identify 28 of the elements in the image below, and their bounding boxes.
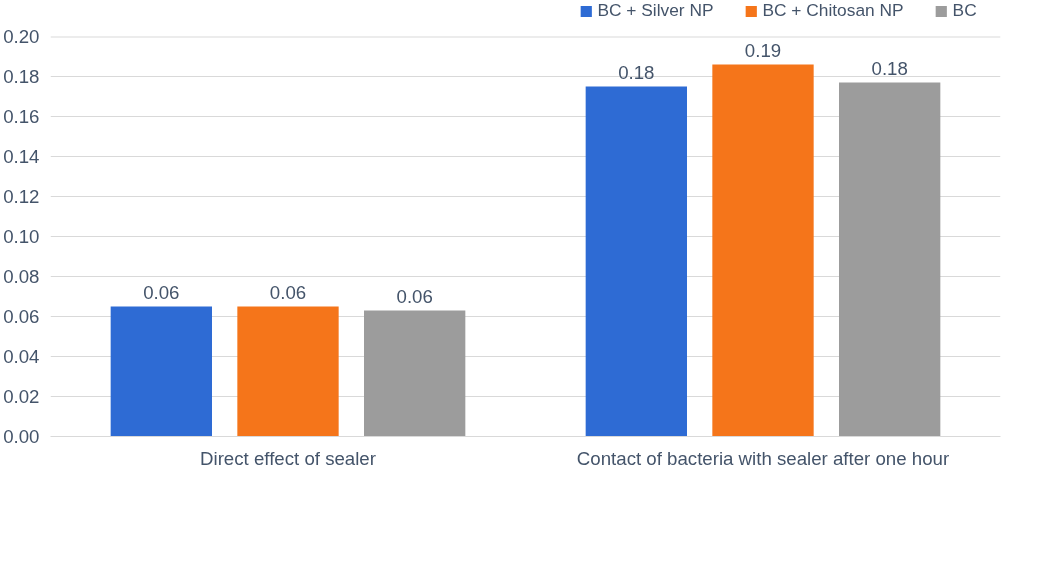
bar (585, 86, 687, 437)
x-tick-label: Direct effect of sealer (200, 447, 376, 469)
x-tick-label: Contact of bacteria with sealer after one hour (576, 447, 950, 469)
bar (839, 82, 941, 437)
data-label: 0.06 (143, 281, 180, 303)
data-label: 0.06 (396, 285, 433, 307)
text: 0.06 (3, 306, 40, 327)
bar (364, 310, 466, 437)
data-label: 0.18 (871, 57, 908, 79)
legend-label: BC + Chitosan NP (762, 0, 904, 21)
legend-label: BC + Silver NP (597, 0, 714, 21)
text: 0.14 (3, 146, 40, 167)
data-label: 0.18 (618, 61, 655, 83)
data-label: 0.06 (269, 281, 307, 303)
bar (712, 64, 814, 437)
text: 0.08 (3, 266, 40, 287)
text: 0.10 (3, 226, 40, 247)
bar (237, 306, 339, 437)
text: 0.16 (3, 106, 40, 127)
text: 0.18 (3, 66, 40, 87)
legend-label: BC (952, 0, 977, 21)
text: 0.04 (3, 346, 40, 367)
text: 0.20 (3, 26, 40, 47)
text: 0.00 (3, 426, 40, 447)
bar (110, 306, 212, 437)
text: 0.12 (3, 186, 40, 207)
data-label: 0.19 (744, 39, 782, 61)
text: 0.02 (3, 386, 40, 407)
